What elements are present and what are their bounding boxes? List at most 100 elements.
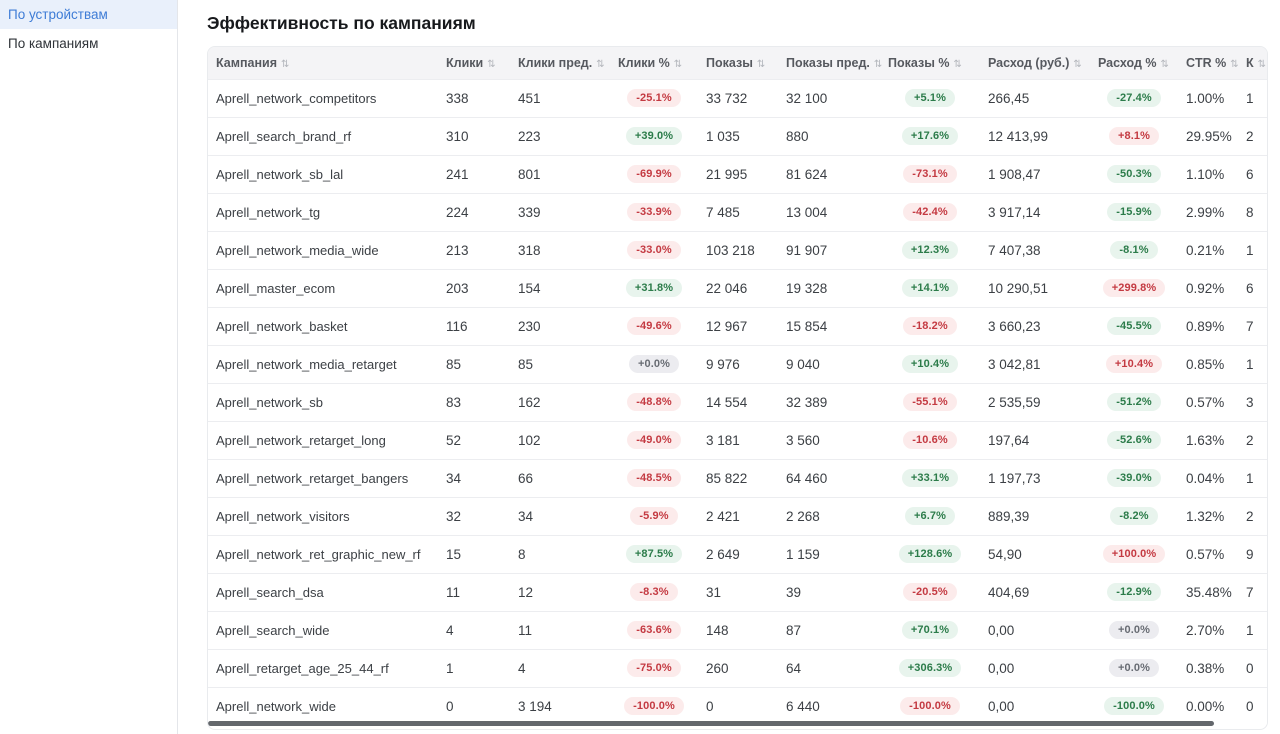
cell-spend_pct: -15.9% — [1090, 192, 1178, 231]
cell-name: Aprell_network_basket — [208, 306, 438, 345]
cell-last: 2 — [1238, 420, 1267, 459]
cell-clicks: 15 — [438, 534, 510, 573]
cell-spend: 54,90 — [980, 534, 1090, 573]
cell-spend_pct: -39.0% — [1090, 458, 1178, 497]
column-header-label: Показы пред. — [786, 55, 870, 70]
cell-clicks_pct: -49.6% — [610, 306, 698, 345]
table-row: Aprell_network_ret_graphic_new_rf 15 8 +87.… — [208, 534, 1267, 573]
sidebar: По устройствам По кампаниям — [0, 0, 178, 734]
cell-ctr: 0.85% — [1178, 344, 1238, 383]
cell-last: 6 — [1238, 154, 1267, 193]
cell-clicks: 203 — [438, 268, 510, 307]
cell-shows_pct: +12.3% — [880, 230, 980, 269]
cell-clicks_pct: -100.0% — [610, 686, 698, 725]
cell-ctr: 0.38% — [1178, 648, 1238, 687]
column-header-label: Показы — [706, 55, 753, 70]
cell-clicks_pct: -5.9% — [610, 496, 698, 535]
cell-spend_pct: -12.9% — [1090, 572, 1178, 611]
cell-spend: 3 042,81 — [980, 344, 1090, 383]
table-row: Aprell_network_competitors 338 451 -25.1% 33… — [208, 78, 1267, 117]
cell-spend_pct: -8.2% — [1090, 496, 1178, 535]
cell-clicks_prev: 154 — [510, 268, 610, 307]
cell-clicks_pct: -69.9% — [610, 154, 698, 193]
column-header-label: Клики — [446, 55, 484, 70]
cell-clicks_prev: 11 — [510, 610, 610, 649]
sidebar-item-by-campaigns[interactable]: По кампаниям — [0, 29, 177, 58]
cell-shows: 14 554 — [698, 382, 778, 421]
cell-clicks_prev: 223 — [510, 116, 610, 155]
cell-ctr: 0.89% — [1178, 306, 1238, 345]
cell-shows_pct: -20.5% — [880, 572, 980, 611]
column-header-clicks[interactable]: Клики ⇅ — [438, 47, 510, 79]
table-row: Aprell_retarget_age_25_44_rf 1 4 -75.0% 260 6… — [208, 648, 1267, 687]
cell-clicks_pct: -33.9% — [610, 192, 698, 231]
sort-icon: ⇅ — [873, 58, 883, 70]
cell-shows_pct: -100.0% — [880, 686, 980, 725]
cell-clicks_prev: 85 — [510, 344, 610, 383]
table-header-row: Кампания ⇅ Клики ⇅ Клики пред. ⇅ Клики % ⇅ Показ… — [208, 47, 1267, 79]
cell-last: 3 — [1238, 382, 1267, 421]
cell-spend_pct: +0.0% — [1090, 648, 1178, 687]
table-row: Aprell_network_media_wide 213 318 -33.0% 103… — [208, 230, 1267, 269]
cell-clicks_prev: 12 — [510, 572, 610, 611]
cell-spend: 0,00 — [980, 648, 1090, 687]
cell-shows_prev: 2 268 — [778, 496, 880, 535]
cell-clicks_pct: +87.5% — [610, 534, 698, 573]
sort-icon: ⇅ — [953, 58, 962, 70]
table-row: Aprell_network_sb_lal 241 801 -69.9% 21 995 8… — [208, 154, 1267, 193]
cell-clicks: 224 — [438, 192, 510, 231]
sidebar-item-by-devices[interactable]: По устройствам — [0, 0, 177, 29]
horizontal-scrollbar-thumb[interactable] — [208, 721, 1214, 726]
change-badge: +5.1% — [905, 89, 955, 107]
column-header-spend_pct[interactable]: Расход % ⇅ — [1090, 47, 1178, 79]
column-header-name[interactable]: Кампания ⇅ — [208, 47, 438, 79]
column-header-last[interactable]: К ⇅ — [1238, 47, 1267, 79]
cell-last: 1 — [1238, 610, 1267, 649]
cell-clicks: 310 — [438, 116, 510, 155]
table-row: Aprell_search_brand_rf 310 223 +39.0% 1 035 8… — [208, 116, 1267, 155]
change-badge: +128.6% — [898, 545, 962, 563]
cell-clicks_pct: -48.8% — [610, 382, 698, 421]
cell-last: 9 — [1238, 534, 1267, 573]
cell-shows_prev: 19 328 — [778, 268, 880, 307]
cell-clicks_prev: 8 — [510, 534, 610, 573]
cell-shows_prev: 9 040 — [778, 344, 880, 383]
cell-name: Aprell_network_wide — [208, 686, 438, 725]
change-badge: +0.0% — [629, 355, 679, 373]
cell-clicks_prev: 102 — [510, 420, 610, 459]
column-header-shows_prev[interactable]: Показы пред. ⇅ — [778, 47, 883, 79]
change-badge: -63.6% — [627, 621, 681, 639]
column-header-shows[interactable]: Показы ⇅ — [698, 47, 778, 79]
cell-ctr: 1.00% — [1178, 78, 1238, 117]
cell-last: 1 — [1238, 78, 1267, 117]
campaigns-table-card: Кампания ⇅ Клики ⇅ Клики пред. ⇅ Клики % ⇅ Показ… — [207, 46, 1268, 730]
cell-spend_pct: -45.5% — [1090, 306, 1178, 345]
cell-shows: 2 421 — [698, 496, 778, 535]
cell-shows: 33 732 — [698, 78, 778, 117]
cell-name: Aprell_network_sb_lal — [208, 154, 438, 193]
cell-shows_prev: 1 159 — [778, 534, 880, 573]
column-header-ctr[interactable]: CTR % ⇅ — [1178, 47, 1239, 79]
cell-shows: 103 218 — [698, 230, 778, 269]
table-row: Aprell_network_retarget_long 52 102 -49.0% 3… — [208, 420, 1267, 459]
cell-shows_pct: +6.7% — [880, 496, 980, 535]
cell-clicks_pct: +31.8% — [610, 268, 698, 307]
cell-clicks: 34 — [438, 458, 510, 497]
cell-spend: 2 535,59 — [980, 382, 1090, 421]
cell-clicks_prev: 66 — [510, 458, 610, 497]
cell-clicks: 4 — [438, 610, 510, 649]
cell-shows_prev: 64 — [778, 648, 880, 687]
cell-spend_pct: +299.8% — [1090, 268, 1178, 307]
column-header-clicks_pct[interactable]: Клики % ⇅ — [610, 47, 698, 79]
column-header-shows_pct[interactable]: Показы % ⇅ — [880, 47, 980, 79]
cell-shows_pct: +17.6% — [880, 116, 980, 155]
change-badge: -10.6% — [903, 431, 957, 449]
cell-name: Aprell_search_dsa — [208, 572, 438, 611]
column-header-spend[interactable]: Расход (руб.) ⇅ — [980, 47, 1090, 79]
cell-name: Aprell_network_retarget_long — [208, 420, 438, 459]
cell-spend: 1 197,73 — [980, 458, 1090, 497]
change-badge: -5.9% — [630, 507, 678, 525]
column-header-clicks_prev[interactable]: Клики пред. ⇅ — [510, 47, 610, 79]
cell-ctr: 1.32% — [1178, 496, 1238, 535]
cell-clicks_pct: +39.0% — [610, 116, 698, 155]
